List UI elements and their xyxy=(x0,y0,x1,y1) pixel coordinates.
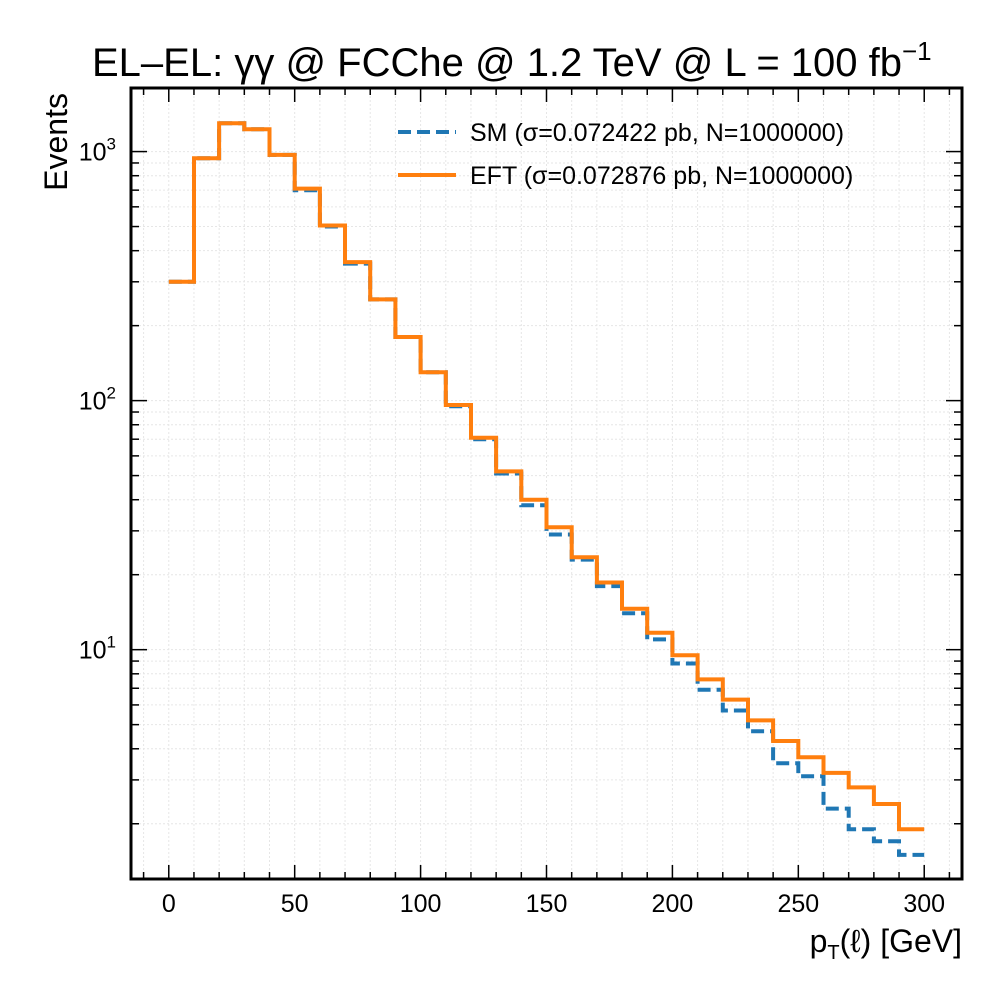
y-tick-label: 102 xyxy=(79,384,116,416)
x-tick-label: 200 xyxy=(652,890,694,918)
chart-title-superscript: −1 xyxy=(902,36,932,66)
legend-label-sm: SM (σ=0.072422 pb, N=1000000) xyxy=(470,119,844,147)
x-tick-label: 250 xyxy=(777,890,819,918)
y-axis-label: Events xyxy=(38,93,74,191)
grid-lines xyxy=(131,88,962,879)
x-tick-label: 0 xyxy=(162,890,176,918)
legend: SM (σ=0.072422 pb, N=1000000) EFT (σ=0.0… xyxy=(398,119,853,190)
tick-marks xyxy=(131,88,962,879)
series-line-eft xyxy=(168,121,925,832)
y-tick-label: 103 xyxy=(79,135,116,167)
x-tick-label: 300 xyxy=(903,890,945,918)
chart-title-main: EL–EL: γγ @ FCChe @ 1.2 TeV @ L = 100 fb xyxy=(92,41,902,85)
legend-label-eft: EFT (σ=0.072876 pb, N=1000000) xyxy=(470,162,853,190)
x-axis-label-p: p xyxy=(810,923,828,959)
tick-labels: 0 50 100 150 200 250 300 101 102 103 xyxy=(79,135,945,918)
x-axis-label-rest: (ℓ) [GeV] xyxy=(840,923,962,959)
x-tick-label: 150 xyxy=(526,890,568,918)
x-axis-label-subscript: T xyxy=(827,942,839,964)
y-tick-label: 101 xyxy=(79,633,116,665)
x-tick-label: 100 xyxy=(400,890,442,918)
x-tick-label: 50 xyxy=(281,890,309,918)
x-axis-label: pT(ℓ) [GeV] xyxy=(810,923,962,964)
series-layer xyxy=(168,121,925,857)
chart-title: EL–EL: γγ @ FCChe @ 1.2 TeV @ L = 100 fb… xyxy=(92,36,932,85)
